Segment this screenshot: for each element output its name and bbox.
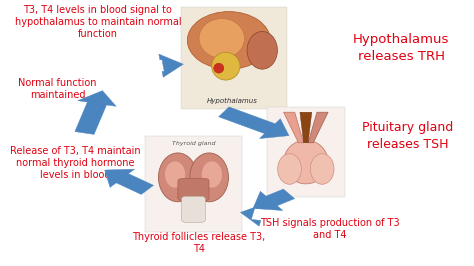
Text: Release of T3, T4 maintain
normal thyroid hormone
levels in blood: Release of T3, T4 maintain normal thyroi… xyxy=(10,146,141,180)
Ellipse shape xyxy=(202,161,222,188)
Polygon shape xyxy=(159,54,183,77)
Ellipse shape xyxy=(278,154,301,184)
Ellipse shape xyxy=(158,153,197,202)
Polygon shape xyxy=(283,112,304,143)
FancyBboxPatch shape xyxy=(178,178,209,201)
Ellipse shape xyxy=(199,19,245,58)
FancyBboxPatch shape xyxy=(145,136,242,232)
Text: Normal function
maintained: Normal function maintained xyxy=(18,78,97,100)
Ellipse shape xyxy=(212,52,240,80)
Polygon shape xyxy=(75,91,116,134)
Ellipse shape xyxy=(310,154,334,184)
Polygon shape xyxy=(219,107,289,139)
Ellipse shape xyxy=(247,31,277,69)
Polygon shape xyxy=(308,112,328,143)
Text: Thyroid follicles release T3,
T4: Thyroid follicles release T3, T4 xyxy=(132,232,266,254)
Ellipse shape xyxy=(190,153,228,202)
Polygon shape xyxy=(253,189,295,210)
Text: T3, T4 levels in blood signal to
hypothalamus to maintain normal
function: T3, T4 levels in blood signal to hypotha… xyxy=(15,5,181,39)
FancyBboxPatch shape xyxy=(181,7,287,109)
FancyBboxPatch shape xyxy=(266,107,345,197)
Ellipse shape xyxy=(214,63,224,73)
FancyBboxPatch shape xyxy=(182,196,205,222)
Text: Thyroid gland: Thyroid gland xyxy=(172,141,215,146)
Text: TSH signals production of T3
and T4: TSH signals production of T3 and T4 xyxy=(260,218,399,240)
Text: Hypothalamus: Hypothalamus xyxy=(207,98,257,104)
Polygon shape xyxy=(240,203,266,226)
Ellipse shape xyxy=(283,140,328,184)
Polygon shape xyxy=(300,112,312,143)
Polygon shape xyxy=(105,169,154,194)
Text: Pituitary gland
releases TSH: Pituitary gland releases TSH xyxy=(363,121,454,151)
Text: Hypothalamus
releases TRH: Hypothalamus releases TRH xyxy=(353,33,449,63)
Ellipse shape xyxy=(187,12,270,69)
Ellipse shape xyxy=(165,161,185,188)
